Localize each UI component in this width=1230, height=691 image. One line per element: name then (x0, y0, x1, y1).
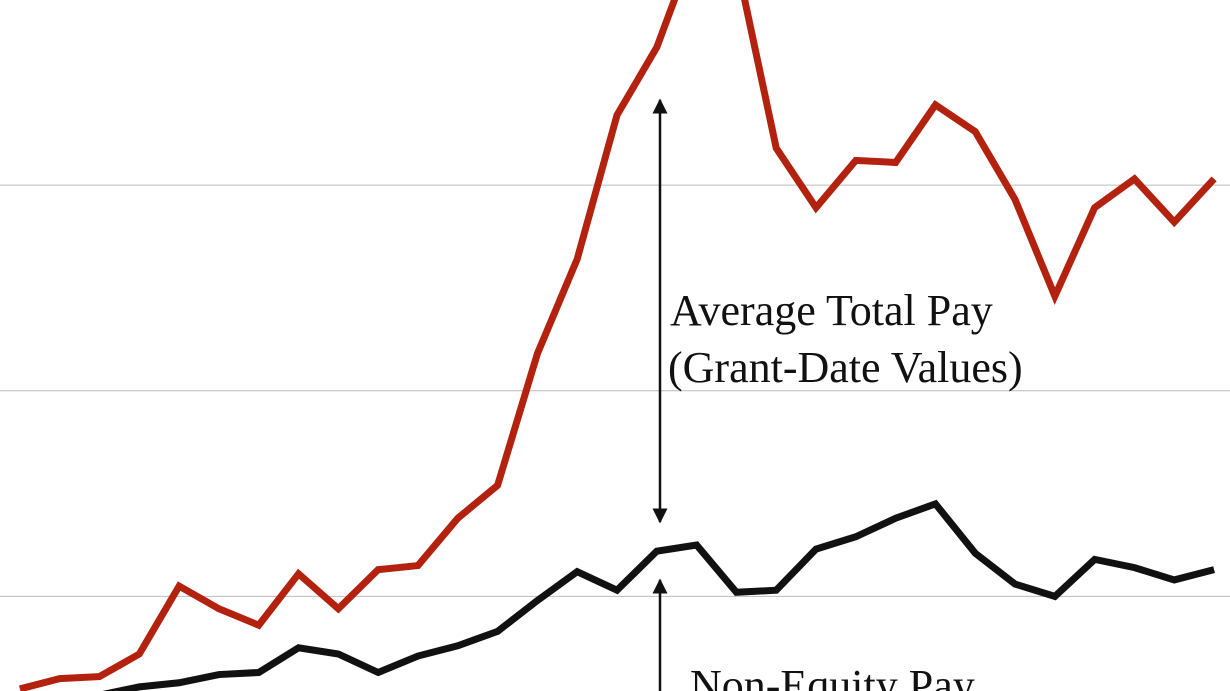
line (102, 499, 1215, 691)
annotation: (Grant-Date Values) (668, 343, 1023, 392)
plot-area (19, 0, 1217, 691)
line (19, 0, 1217, 691)
annotation: Average Total Pay (670, 286, 993, 335)
grid (0, 184, 1230, 597)
annotation: Non-Equity Pay (690, 661, 975, 691)
